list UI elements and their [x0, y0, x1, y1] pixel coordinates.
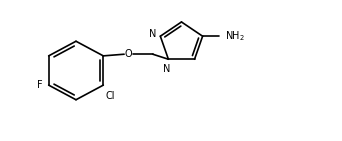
Text: O: O — [124, 49, 132, 59]
Text: NH$_2$: NH$_2$ — [225, 29, 245, 43]
Text: N: N — [149, 29, 156, 39]
Text: Cl: Cl — [105, 91, 115, 101]
Text: N: N — [163, 64, 170, 74]
Text: F: F — [37, 80, 42, 90]
